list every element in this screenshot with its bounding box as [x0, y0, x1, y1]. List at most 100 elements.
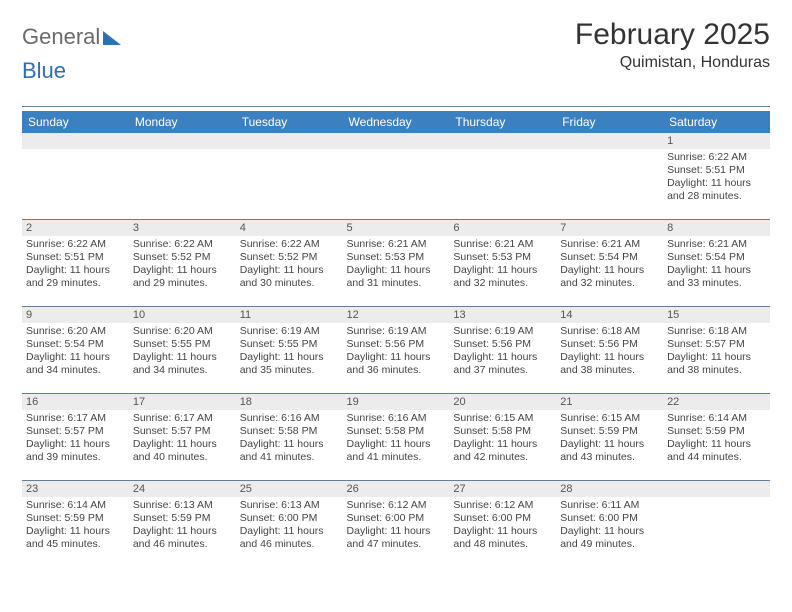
day-number: 26 [343, 481, 450, 497]
calendar-cell: 24Sunrise: 6:13 AMSunset: 5:59 PMDayligh… [129, 481, 236, 568]
calendar-cell: 19Sunrise: 6:16 AMSunset: 5:58 PMDayligh… [343, 394, 450, 481]
day-info: Sunrise: 6:20 AMSunset: 5:54 PMDaylight:… [26, 325, 125, 378]
day-wrap: 1Sunrise: 6:22 AMSunset: 5:51 PMDaylight… [663, 133, 770, 219]
day-info: Sunrise: 6:13 AMSunset: 5:59 PMDaylight:… [133, 499, 232, 552]
day-d1: Daylight: 11 hours [240, 264, 339, 277]
day-sr: Sunrise: 6:13 AM [240, 499, 339, 512]
calendar-cell: 15Sunrise: 6:18 AMSunset: 5:57 PMDayligh… [663, 307, 770, 394]
day-d1: Daylight: 11 hours [560, 264, 659, 277]
day-d2: and 31 minutes. [347, 277, 446, 290]
day-wrap [449, 133, 556, 219]
day-number [449, 133, 556, 149]
day-number: 18 [236, 394, 343, 410]
day-wrap: 3Sunrise: 6:22 AMSunset: 5:52 PMDaylight… [129, 220, 236, 306]
calendar-cell: 11 Sunrise: 6:19 AMSunset: 5:55 PMDayligh… [236, 307, 343, 394]
day-sr: Sunrise: 6:22 AM [133, 238, 232, 251]
weekday-header: Thursday [449, 111, 556, 133]
day-ss: Sunset: 5:51 PM [26, 251, 125, 264]
day-number: 22 [663, 394, 770, 410]
day-wrap: 4 Sunrise: 6:22 AMSunset: 5:52 PMDaylight… [236, 220, 343, 306]
day-sr: Sunrise: 6:22 AM [240, 238, 339, 251]
day-d1: Daylight: 11 hours [133, 438, 232, 451]
day-ss: Sunset: 5:51 PM [667, 164, 766, 177]
day-number: 28 [556, 481, 663, 497]
day-ss: Sunset: 5:53 PM [347, 251, 446, 264]
day-wrap: 14Sunrise: 6:18 AMSunset: 5:56 PMDayligh… [556, 307, 663, 393]
day-d1: Daylight: 11 hours [560, 525, 659, 538]
day-d2: and 44 minutes. [667, 451, 766, 464]
day-info: Sunrise: 6:19 AMSunset: 5:55 PMDaylight:… [240, 325, 339, 378]
day-wrap: 17Sunrise: 6:17 AMSunset: 5:57 PMDayligh… [129, 394, 236, 480]
day-ss: Sunset: 5:53 PM [453, 251, 552, 264]
day-wrap: 8 Sunrise: 6:21 AMSunset: 5:54 PMDaylight… [663, 220, 770, 306]
day-wrap: 22Sunrise: 6:14 AMSunset: 5:59 PMDayligh… [663, 394, 770, 480]
day-wrap: 18Sunrise: 6:16 AMSunset: 5:58 PMDayligh… [236, 394, 343, 480]
day-number: 11 [236, 307, 343, 323]
day-d1: Daylight: 11 hours [26, 525, 125, 538]
triangle-icon [103, 31, 121, 45]
day-wrap [236, 133, 343, 219]
day-number [556, 133, 663, 149]
calendar-cell: 13Sunrise: 6:19 AMSunset: 5:56 PMDayligh… [449, 307, 556, 394]
day-d1: Daylight: 11 hours [347, 264, 446, 277]
day-wrap [129, 133, 236, 219]
day-d2: and 32 minutes. [453, 277, 552, 290]
day-d1: Daylight: 11 hours [133, 525, 232, 538]
location-subtitle: Quimistan, Honduras [575, 54, 770, 72]
day-wrap: 11 Sunrise: 6:19 AMSunset: 5:55 PMDayligh… [236, 307, 343, 393]
day-number [663, 481, 770, 497]
calendar-cell: 2Sunrise: 6:22 AMSunset: 5:51 PMDaylight… [22, 220, 129, 307]
day-ss: Sunset: 5:52 PM [133, 251, 232, 264]
calendar-cell: 25Sunrise: 6:13 AMSunset: 6:00 PMDayligh… [236, 481, 343, 568]
day-sr: Sunrise: 6:22 AM [26, 238, 125, 251]
calendar-week-row: 16Sunrise: 6:17 AMSunset: 5:57 PMDayligh… [22, 394, 770, 481]
day-d1: Daylight: 11 hours [667, 264, 766, 277]
day-wrap [663, 481, 770, 567]
day-info: Sunrise: 6:21 AMSunset: 5:54 PMDaylight:… [667, 238, 766, 291]
day-d2: and 49 minutes. [560, 538, 659, 551]
day-sr: Sunrise: 6:18 AM [667, 325, 766, 338]
brand-logo: General [22, 18, 123, 50]
day-d1: Daylight: 11 hours [26, 264, 125, 277]
calendar-cell [129, 133, 236, 220]
day-wrap [343, 133, 450, 219]
day-number: 5 [343, 220, 450, 236]
brand-word1: General [22, 24, 100, 50]
day-info: Sunrise: 6:12 AMSunset: 6:00 PMDaylight:… [453, 499, 552, 552]
day-sr: Sunrise: 6:15 AM [560, 412, 659, 425]
day-ss: Sunset: 5:58 PM [347, 425, 446, 438]
day-info: Sunrise: 6:17 AMSunset: 5:57 PMDaylight:… [26, 412, 125, 465]
day-info: Sunrise: 6:22 AMSunset: 5:52 PMDaylight:… [240, 238, 339, 291]
day-wrap: 21Sunrise: 6:15 AMSunset: 5:59 PMDayligh… [556, 394, 663, 480]
calendar-page: General February 2025 Quimistan, Hondura… [0, 0, 792, 577]
day-number: 8 [663, 220, 770, 236]
day-d2: and 29 minutes. [133, 277, 232, 290]
day-d2: and 38 minutes. [560, 364, 659, 377]
day-number: 4 [236, 220, 343, 236]
day-ss: Sunset: 6:00 PM [560, 512, 659, 525]
calendar-cell: 14Sunrise: 6:18 AMSunset: 5:56 PMDayligh… [556, 307, 663, 394]
day-ss: Sunset: 6:00 PM [240, 512, 339, 525]
day-d2: and 48 minutes. [453, 538, 552, 551]
calendar-cell: 26Sunrise: 6:12 AMSunset: 6:00 PMDayligh… [343, 481, 450, 568]
day-ss: Sunset: 5:57 PM [133, 425, 232, 438]
day-sr: Sunrise: 6:13 AM [133, 499, 232, 512]
day-d1: Daylight: 11 hours [560, 438, 659, 451]
day-sr: Sunrise: 6:14 AM [667, 412, 766, 425]
day-wrap [22, 133, 129, 219]
day-info: Sunrise: 6:20 AMSunset: 5:55 PMDaylight:… [133, 325, 232, 378]
day-wrap: 6Sunrise: 6:21 AMSunset: 5:53 PMDaylight… [449, 220, 556, 306]
calendar-week-row: 2Sunrise: 6:22 AMSunset: 5:51 PMDaylight… [22, 220, 770, 307]
day-sr: Sunrise: 6:19 AM [453, 325, 552, 338]
day-number: 6 [449, 220, 556, 236]
calendar-cell: 4 Sunrise: 6:22 AMSunset: 5:52 PMDaylight… [236, 220, 343, 307]
calendar-week-row: 23Sunrise: 6:14 AMSunset: 5:59 PMDayligh… [22, 481, 770, 568]
day-wrap: 9Sunrise: 6:20 AMSunset: 5:54 PMDaylight… [22, 307, 129, 393]
day-sr: Sunrise: 6:17 AM [26, 412, 125, 425]
calendar-cell: 8 Sunrise: 6:21 AMSunset: 5:54 PMDaylight… [663, 220, 770, 307]
day-ss: Sunset: 5:55 PM [240, 338, 339, 351]
day-info: Sunrise: 6:19 AMSunset: 5:56 PMDaylight:… [453, 325, 552, 378]
weekday-header: Saturday [663, 111, 770, 133]
day-d2: and 30 minutes. [240, 277, 339, 290]
day-d2: and 28 minutes. [667, 190, 766, 203]
